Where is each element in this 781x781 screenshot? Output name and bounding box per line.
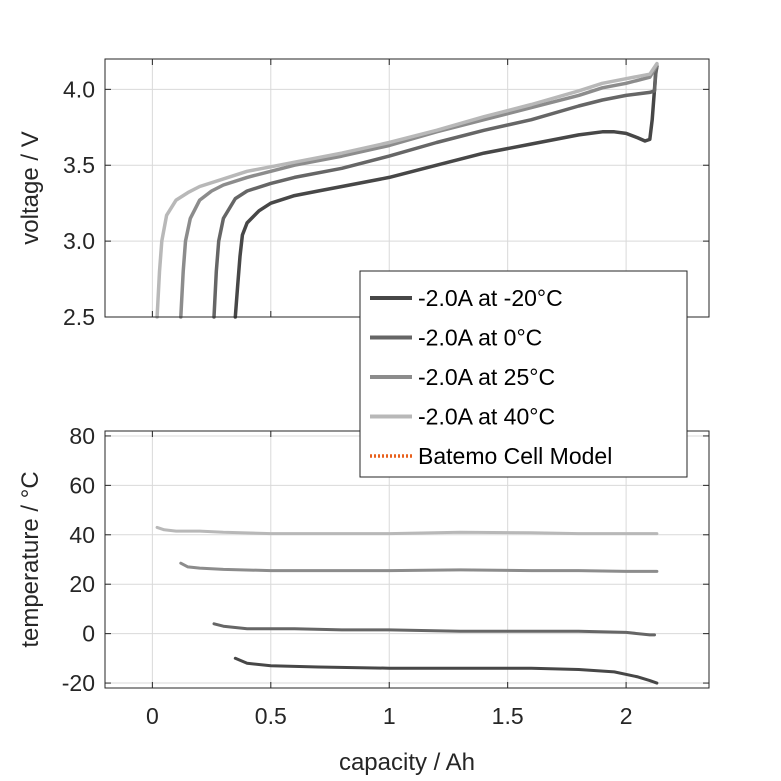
voltage-ticks: 2.5 3.0 3.5 4.0	[63, 59, 709, 330]
temperature-series	[155, 525, 659, 685]
temperature-ticks: -20 0 20 40 60 80 0 0.5 1 1.5 2	[62, 423, 709, 729]
voltage-series	[155, 61, 659, 319]
legend-box	[359, 270, 688, 478]
voltage-series-2-0a-at-0-c	[212, 64, 659, 319]
voltage-ylabel: voltage / V	[17, 131, 44, 244]
temperature-ytick-label: 60	[69, 472, 95, 498]
temperature-ytick-label: 80	[69, 423, 95, 449]
temperature-xtick-label: 2	[620, 703, 633, 729]
legend: -2.0A at -20°C -2.0A at 0°C -2.0A at 25°C -…	[359, 270, 688, 478]
temperature-series-2-0a-at-0-c	[212, 622, 656, 637]
temperature-series-2-0a-at-40-c	[155, 525, 659, 536]
temperature-ytick-label: 40	[69, 522, 95, 548]
legend-label-2-0a-at-20-c: -2.0A at -20°C	[418, 285, 563, 311]
temperature-xtick-label: 1	[383, 703, 396, 729]
voltage-ytick-label: 4.0	[63, 76, 95, 102]
temperature-xtick-label: 0.5	[255, 703, 287, 729]
legend-label-batemo-cell-model: Batemo Cell Model	[418, 443, 612, 469]
legend-label-2-0a-at-25-c: -2.0A at 25°C	[418, 364, 555, 390]
temperature-xtick-label: 0	[146, 703, 159, 729]
capacity-xlabel: capacity / Ah	[339, 749, 475, 776]
legend-label-2-0a-at-0-c: -2.0A at 0°C	[418, 325, 542, 351]
temperature-xtick-label: 1.5	[492, 703, 524, 729]
voltage-ytick-label: 3.5	[63, 152, 95, 178]
temperature-ytick-label: 20	[69, 571, 95, 597]
temperature-plot: -20 0 20 40 60 80 0 0.5 1 1.5 2 temperature / °C c…	[17, 423, 710, 776]
legend-label-2-0a-at-40-c: -2.0A at 40°C	[418, 404, 555, 430]
temperature-ytick-label: 0	[82, 621, 95, 647]
temperature-ylabel: temperature / °C	[17, 471, 44, 647]
temperature-series-2-0a-at-25-c	[179, 561, 659, 573]
voltage-ytick-label: 3.0	[63, 228, 95, 254]
voltage-ytick-label: 2.5	[63, 304, 95, 330]
temperature-ytick-label: -20	[62, 670, 95, 696]
voltage-series-2-0a-at-20-c	[233, 64, 659, 319]
voltage-series-2-0a-at-40-c	[155, 61, 659, 319]
temperature-series-2-0a-at-20-c	[233, 656, 659, 685]
voltage-series-2-0a-at-25-c	[179, 63, 659, 319]
legend-entries: -2.0A at -20°C -2.0A at 0°C -2.0A at 25°C -…	[370, 285, 612, 469]
voltage-plot: 2.5 3.0 3.5 4.0 voltage / V	[17, 58, 710, 330]
